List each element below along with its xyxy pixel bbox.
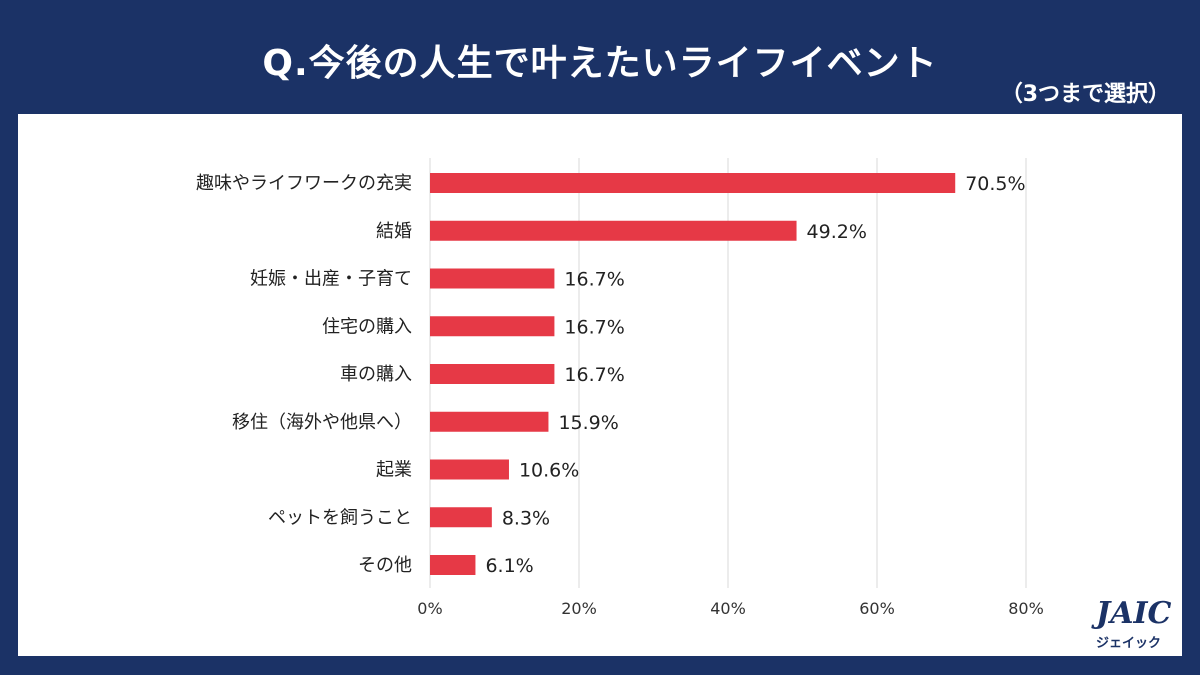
jaic-logo: JAIC ジェイック: [1090, 596, 1180, 656]
bar: [430, 364, 555, 384]
logo-text: JAIC: [1096, 596, 1172, 631]
x-tick-label: 60%: [859, 599, 895, 618]
category-label: 趣味やライフワークの充実: [196, 173, 412, 194]
category-label: その他: [358, 555, 412, 576]
category-label: 起業: [376, 460, 412, 481]
x-tick-label: 80%: [1008, 599, 1044, 618]
bar: [430, 411, 549, 432]
value-label: 49.2%: [807, 221, 867, 243]
value-label: 16.7%: [564, 316, 624, 338]
value-label: 70.5%: [965, 173, 1025, 195]
value-label: 10.6%: [519, 460, 579, 482]
bar: [430, 507, 492, 528]
value-label: 15.9%: [558, 412, 618, 434]
category-label: 住宅の購入: [322, 316, 412, 337]
value-label: 16.7%: [564, 269, 624, 291]
value-label: 16.7%: [564, 364, 624, 386]
bar: [430, 268, 555, 289]
x-tick-label: 20%: [561, 599, 597, 618]
category-label: 妊娠・出産・子育て: [250, 269, 412, 290]
category-label: 車の購入: [340, 364, 412, 385]
value-label: 8.3%: [502, 507, 550, 529]
bar-chart: 0% 20% 40% 60% 80% 趣味やライフワークの充実 70.5% 結婚 49.2% 妊娠…: [196, 158, 1044, 618]
category-label: 移住（海外や他県へ）: [232, 412, 412, 433]
chart-title: Q.今後の人生で叶えたいライフイベント: [262, 43, 938, 84]
category-label: ペットを飼うこと: [268, 507, 412, 528]
value-label: 6.1%: [485, 555, 533, 577]
chart-subtitle: （3つまで選択）: [1000, 82, 1170, 107]
bar: [430, 316, 555, 337]
category-label: 結婚: [376, 221, 412, 242]
bar: [430, 555, 476, 575]
bar: [430, 220, 797, 241]
chart-panel: 0% 20% 40% 60% 80% 趣味やライフワークの充実 70.5% 結婚 49.2% 妊娠…: [18, 114, 1182, 656]
logo-subtext: ジェイック: [1096, 636, 1162, 651]
x-tick-label: 0%: [417, 599, 442, 618]
bar: [430, 173, 956, 193]
x-tick-label: 40%: [710, 599, 746, 618]
bar: [430, 459, 509, 480]
